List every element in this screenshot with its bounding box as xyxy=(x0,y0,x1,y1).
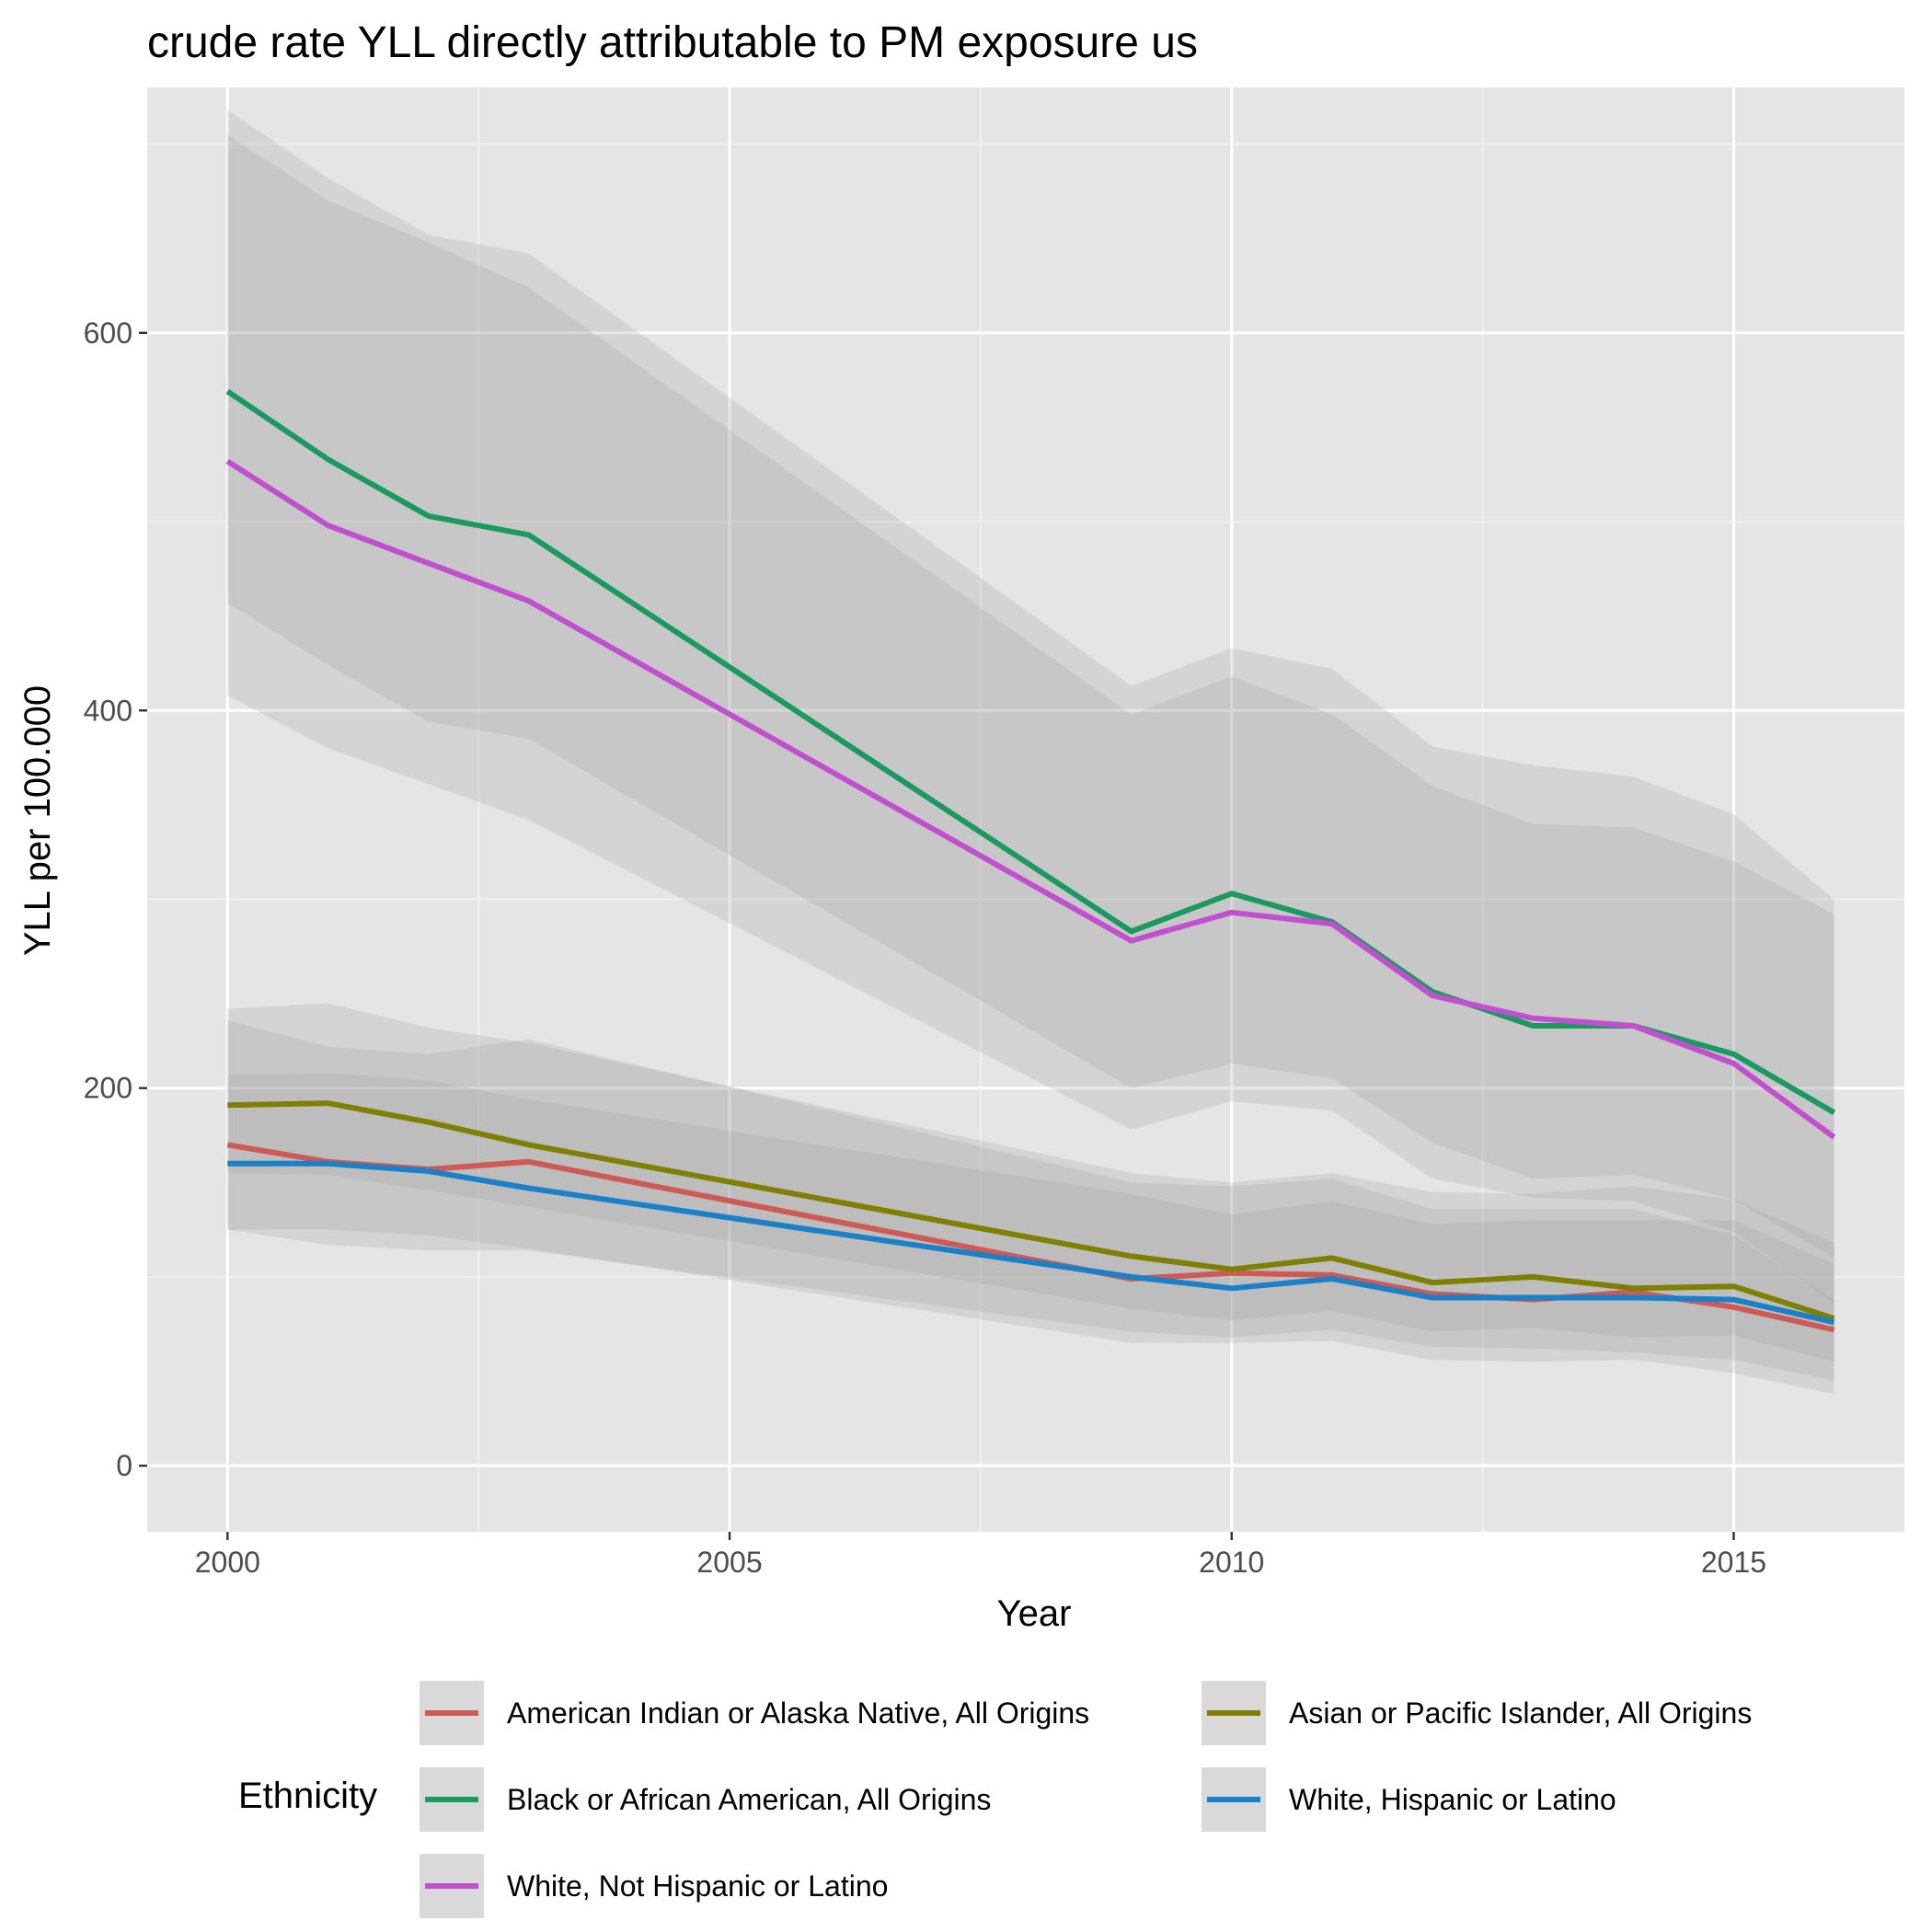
y-axis-title: YLL per 100.000 xyxy=(17,685,58,956)
confidence-bands xyxy=(227,109,1834,1395)
legend-label: Asian or Pacific Islander, All Origins xyxy=(1289,1696,1752,1730)
confidence-band xyxy=(227,1019,1834,1381)
y-tick-label: 200 xyxy=(84,1072,132,1105)
x-axis-ticks: 2000 2005 2010 2015 xyxy=(195,1532,1766,1579)
x-tick-label: 2015 xyxy=(1701,1546,1766,1579)
y-tick-label: 0 xyxy=(116,1449,132,1482)
y-tick-label: 400 xyxy=(84,694,132,727)
x-tick-label: 2005 xyxy=(696,1546,762,1579)
confidence-band xyxy=(227,1003,1834,1363)
legend-label: White, Hispanic or Latino xyxy=(1289,1783,1616,1816)
legend-label: Black or African American, All Origins xyxy=(507,1783,991,1816)
y-tick-label: 600 xyxy=(84,316,132,350)
legend: Ethnicity American Indian or Alaska Nati… xyxy=(238,1679,1752,1920)
y-axis-ticks: 0 200 400 600 xyxy=(84,316,147,1482)
legend-label: White, Not Hispanic or Latino xyxy=(507,1869,888,1903)
x-axis-title: Year xyxy=(997,1593,1072,1634)
series-line xyxy=(227,1100,1835,1321)
chart-title: crude rate YLL directly attributable to … xyxy=(147,18,1198,67)
series-lines xyxy=(225,388,1836,1333)
x-tick-label: 2010 xyxy=(1199,1546,1264,1579)
confidence-band xyxy=(227,109,1834,1259)
legend-label: American Indian or Alaska Native, All Or… xyxy=(507,1696,1089,1730)
series-line xyxy=(225,458,1836,1140)
confidence-band xyxy=(227,1073,1834,1395)
confidence-band xyxy=(227,134,1834,1304)
legend-title: Ethnicity xyxy=(238,1776,377,1816)
x-tick-label: 2000 xyxy=(195,1546,260,1579)
series-line xyxy=(227,1160,1835,1326)
